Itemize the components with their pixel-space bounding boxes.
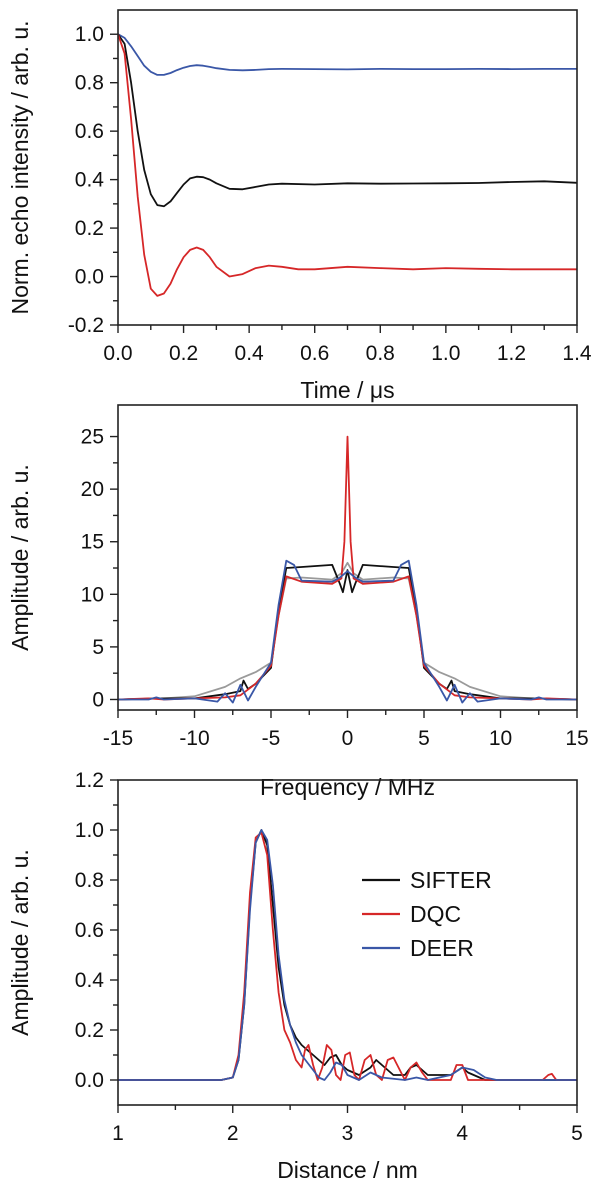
x-tick-label: 0.8: [366, 342, 395, 365]
x-tick-label: 5: [418, 727, 430, 750]
y-tick-label: 25: [81, 426, 104, 449]
x-tick-label: -10: [179, 727, 209, 750]
y-tick-label: 0.0: [75, 1069, 104, 1092]
chart-panel-distance: 1 2 3 4 5 0.0 0.2 0.4 0.6 0.8 1.0 1.2 Distance / nm A…: [7, 769, 583, 1183]
y-tick-label: 0.0: [75, 266, 104, 289]
x-tick-label: 10: [489, 727, 512, 750]
y-tick-label: 1.0: [75, 819, 104, 842]
legend-label-dqc: DQC: [410, 901, 461, 927]
series-line-sifter: [118, 564, 577, 701]
y-tick-label: 1.2: [75, 769, 104, 792]
series-group: [118, 33, 577, 297]
series-line-sifter: [118, 829, 577, 1081]
x-axis-label: Time / μs: [300, 377, 394, 403]
x-tick-label: -15: [103, 727, 133, 750]
x-tick-label: 1: [112, 1122, 124, 1145]
x-tick-label: 0.0: [103, 342, 132, 365]
y-tick-label: 1.0: [75, 23, 104, 46]
x-tick-label: 15: [565, 727, 588, 750]
x-tick-label: 5: [571, 1122, 583, 1145]
chart-panel-time: 0.0 0.2 0.4 0.6 0.8 1.0 1.2 1.4 -0.2 0.0 0.2 0.4 0.6…: [7, 9, 592, 403]
legend-label-sifter: SIFTER: [410, 867, 492, 893]
x-tick-label: 1.4: [562, 342, 592, 365]
series-line-deer: [118, 829, 577, 1081]
legend-label-deer: DEER: [410, 935, 474, 961]
plot-frame: [117, 779, 578, 1106]
series-line-deer: [118, 33, 577, 76]
y-axis-label: Amplitude / arb. u.: [7, 849, 33, 1036]
y-tick-label: 20: [81, 478, 104, 501]
y-tick-label: 0.2: [75, 217, 104, 240]
y-tick-label: 0.4: [75, 169, 105, 192]
y-tick-label: 15: [81, 531, 104, 554]
x-tick-label: 3: [342, 1122, 354, 1145]
series-line-dqc: [118, 435, 577, 701]
y-tick-label: 0.6: [75, 919, 104, 942]
x-tick-label: 1.0: [431, 342, 460, 365]
x-axis-label: Distance / nm: [277, 1157, 418, 1183]
series-line-dqc: [118, 33, 577, 297]
series-line-fit: [118, 561, 577, 701]
series-group: [118, 829, 577, 1081]
y-tick-label: 10: [81, 583, 104, 606]
y-tick-label: 5: [92, 636, 104, 659]
x-tick-label: 0: [342, 727, 354, 750]
y-axis-label: Norm. echo intensity / arb. u.: [7, 20, 33, 314]
series-line-sifter: [118, 33, 577, 208]
y-tick-label: 0.6: [75, 120, 104, 143]
y-tick-label: 0: [92, 688, 104, 711]
x-axis-label: Frequency / MHz: [260, 774, 435, 800]
x-tick-label: 0.2: [169, 342, 198, 365]
series-group: [118, 435, 577, 704]
x-tick-label: 4: [456, 1122, 468, 1145]
series-line-deer: [118, 559, 577, 704]
chart-panel-frequency: -15 -10 -5 0 5 10 15 0 5 10 15 20 25 Frequency / MHz A…: [7, 404, 589, 800]
y-tick-label: 0.8: [75, 869, 104, 892]
y-tick-label: 0.4: [75, 969, 105, 992]
plot-frame: [117, 9, 578, 326]
x-tick-label: 1.2: [497, 342, 526, 365]
x-tick-label: -5: [262, 727, 281, 750]
y-axis-label: Amplitude / arb. u.: [7, 464, 33, 651]
x-tick-label: 0.4: [235, 342, 265, 365]
series-line-dqc: [118, 831, 577, 1081]
y-tick-label: -0.2: [68, 314, 104, 337]
x-tick-label: 0.6: [300, 342, 329, 365]
x-tick-label: 2: [227, 1122, 239, 1145]
y-tick-label: 0.2: [75, 1019, 104, 1042]
y-tick-label: 0.8: [75, 72, 104, 95]
legend: SIFTER DQC DEER: [362, 867, 492, 961]
